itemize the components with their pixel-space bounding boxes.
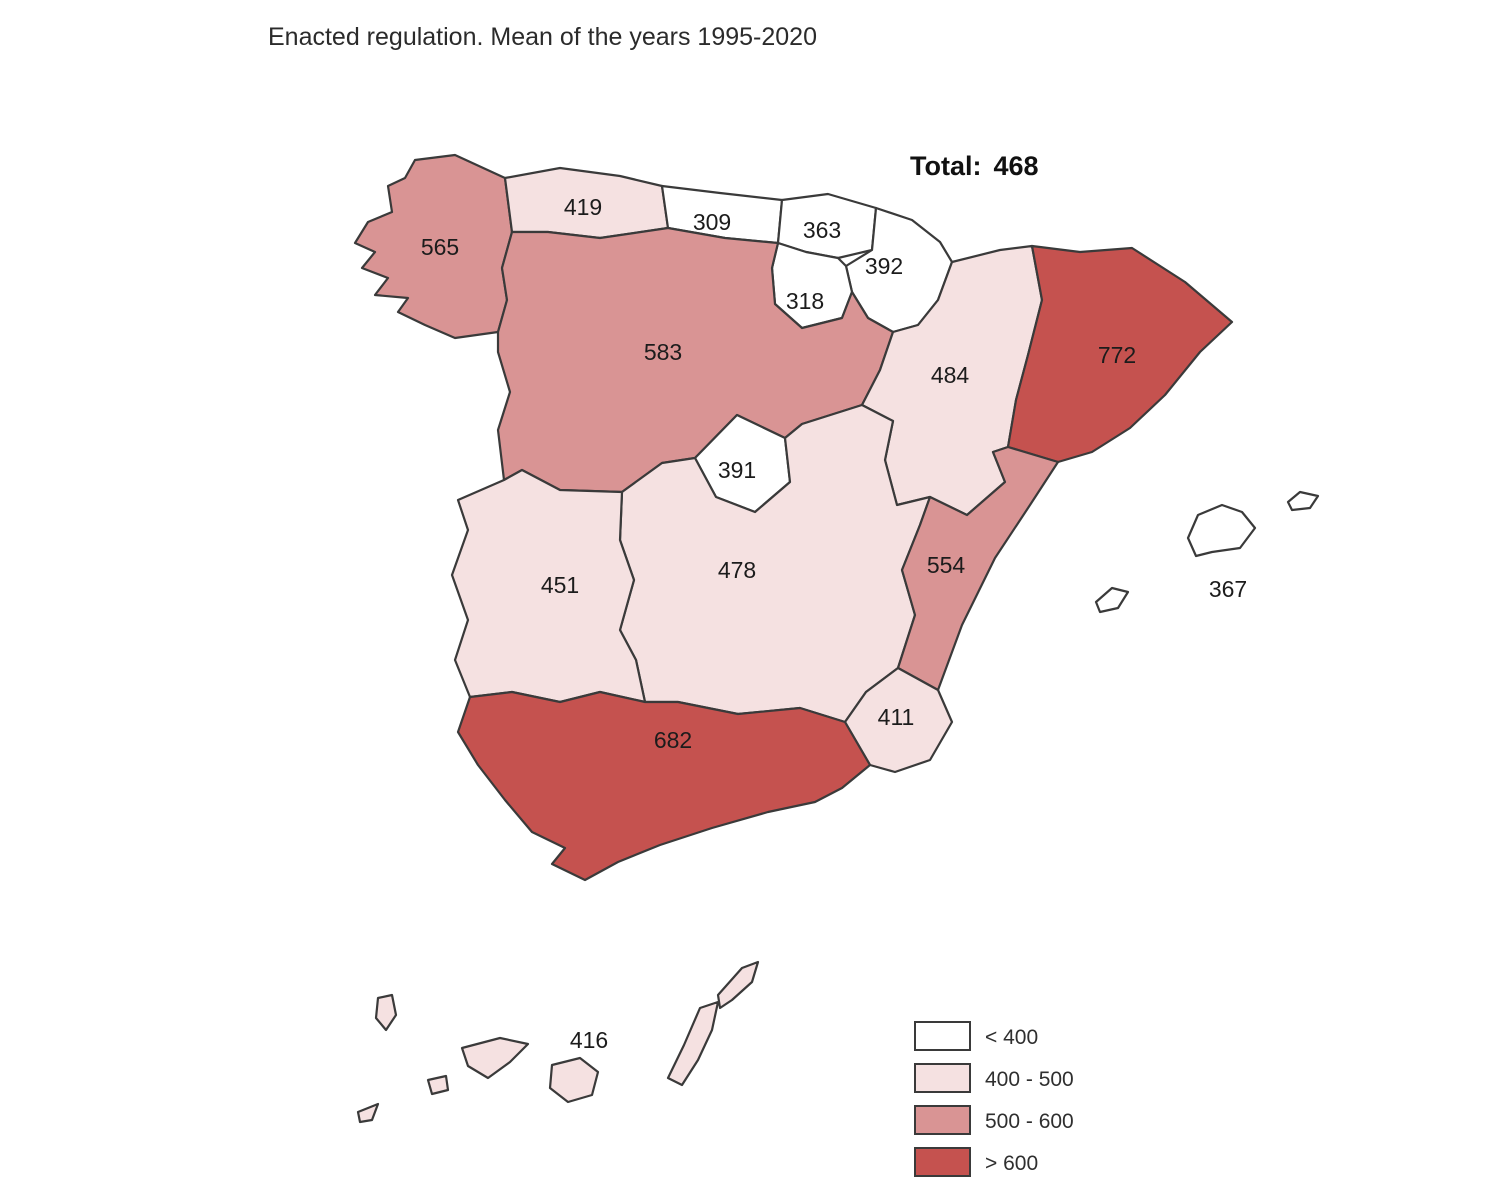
value-valencia: 554 xyxy=(927,552,966,578)
value-la-rioja: 318 xyxy=(786,288,824,314)
value-galicia: 565 xyxy=(421,234,459,260)
region-valencia xyxy=(896,445,1060,692)
value-cantabria: 309 xyxy=(693,209,731,235)
value-murcia: 411 xyxy=(878,704,915,730)
total-value: 468 xyxy=(993,151,1038,181)
value-madrid: 391 xyxy=(718,457,756,483)
value-canarias: 416 xyxy=(570,1027,608,1053)
map-regions xyxy=(353,153,1320,1124)
total-label: Total: xyxy=(910,151,981,181)
legend-label-lt-400: < 400 xyxy=(985,1026,1038,1049)
legend-swatch-lt-400 xyxy=(914,1021,971,1051)
value-asturias: 419 xyxy=(564,194,602,220)
value-extremadura: 451 xyxy=(541,572,579,598)
legend-swatch-400-500 xyxy=(914,1063,971,1093)
region-andalucia xyxy=(456,690,872,882)
legend: < 400 400 - 500 500 - 600 > 600 xyxy=(914,1021,1074,1177)
value-basque-country: 363 xyxy=(803,217,841,243)
value-andalucia: 682 xyxy=(654,727,692,753)
value-baleares: 367 xyxy=(1209,576,1247,602)
legend-label-500-600: 500 - 600 xyxy=(985,1110,1074,1133)
value-cataluna: 772 xyxy=(1098,342,1136,368)
legend-label-gt-600: > 600 xyxy=(985,1152,1038,1175)
value-navarra: 392 xyxy=(865,253,903,279)
legend-swatch-500-600 xyxy=(914,1105,971,1135)
value-castilla-y-leon: 583 xyxy=(644,339,682,365)
map-region-values: 565 419 309 363 392 318 583 484 772 391 … xyxy=(421,194,1247,1053)
total-annotation: Total: 468 xyxy=(910,151,1039,181)
legend-label-400-500: 400 - 500 xyxy=(985,1068,1074,1091)
region-canarias xyxy=(356,960,760,1124)
region-cataluna xyxy=(1006,244,1234,464)
region-murcia xyxy=(843,666,954,774)
value-aragon: 484 xyxy=(931,362,970,388)
value-castilla-la-mancha: 478 xyxy=(718,557,756,583)
legend-swatch-gt-600 xyxy=(914,1147,971,1177)
figure-title: Enacted regulation. Mean of the years 19… xyxy=(268,23,817,51)
region-baleares xyxy=(1094,490,1320,614)
